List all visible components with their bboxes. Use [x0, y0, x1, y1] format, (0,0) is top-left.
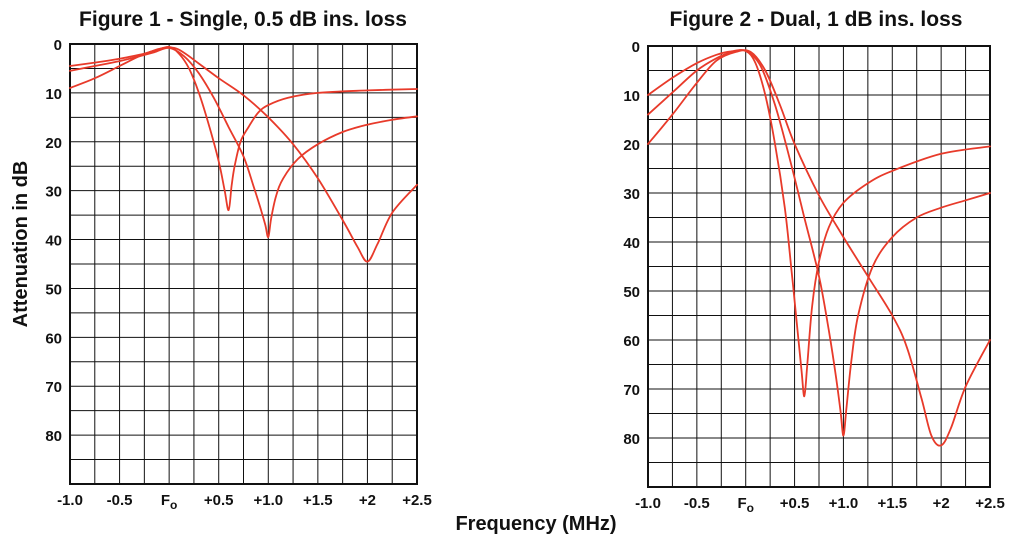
x-tick-text: F	[737, 495, 746, 512]
chart-title: Figure 1 - Single, 0.5 dB ins. loss	[79, 8, 407, 31]
x-tick-text: -1.0	[57, 492, 83, 509]
y-axis-label: Attenuation in dB	[10, 161, 32, 328]
x-tick-text: -0.5	[107, 492, 133, 509]
x-tick-label: +2.5	[402, 492, 432, 509]
x-tick-text: +2	[359, 492, 376, 509]
x-tick-text: +0.5	[204, 492, 234, 509]
y-tick-label: 60	[623, 333, 640, 350]
x-tick-text: +1.0	[253, 492, 283, 509]
y-tick-label: 80	[45, 428, 62, 445]
x-tick-label: +1.0	[829, 495, 859, 512]
y-tick-label: 70	[623, 382, 640, 399]
figure-2-panel: Figure 2 - Dual, 1 dB ins. loss 0 10 20 30 40…	[623, 8, 1005, 515]
chart-title: Figure 2 - Dual, 1 dB ins. loss	[670, 8, 963, 31]
y-tick-label: 80	[623, 431, 640, 448]
y-tick-label: 10	[623, 88, 640, 105]
y-tick-label: 20	[623, 137, 640, 154]
y-tick-label: 50	[623, 284, 640, 301]
y-tick-label: 50	[45, 281, 62, 298]
response-curve-1	[647, 49, 991, 398]
x-tick-label: +2	[359, 492, 376, 509]
x-tick-text: +1.0	[829, 495, 859, 512]
x-tick-label: -0.5	[107, 492, 133, 509]
y-tick-label: 30	[623, 186, 640, 203]
x-tick-label: +0.5	[780, 495, 810, 512]
y-tick-label: 10	[45, 86, 62, 103]
plot-frame	[647, 45, 991, 488]
x-tick-label: Fo	[737, 495, 754, 515]
y-tick-label: 20	[45, 135, 62, 152]
x-tick-text: +1.5	[877, 495, 907, 512]
x-tick-text: +2.5	[402, 492, 432, 509]
plot-frame	[69, 43, 418, 485]
x-tick-label: +2.5	[975, 495, 1005, 512]
x-tick-label: +1.0	[253, 492, 283, 509]
x-tick-text: +2.5	[975, 495, 1005, 512]
response-curve-2	[647, 49, 991, 437]
x-tick-subscript: o	[747, 501, 754, 515]
y-tick-label: 40	[623, 235, 640, 252]
x-tick-label: +2	[933, 495, 950, 512]
x-tick-label: Fo	[161, 492, 178, 512]
x-tick-label: -1.0	[635, 495, 661, 512]
x-tick-label: +1.5	[303, 492, 333, 509]
x-tick-label: -0.5	[684, 495, 710, 512]
y-tick-label: 0	[54, 37, 62, 54]
y-tick-label: 30	[45, 184, 62, 201]
x-tick-text: -0.5	[684, 495, 710, 512]
x-tick-label: -1.0	[57, 492, 83, 509]
figure-1-panel: Figure 1 - Single, 0.5 dB ins. loss 0 10 20…	[45, 8, 432, 512]
x-tick-label: +1.5	[877, 495, 907, 512]
x-tick-text: -1.0	[635, 495, 661, 512]
x-tick-text: +2	[933, 495, 950, 512]
x-tick-subscript: o	[170, 498, 177, 512]
response-curve-3	[647, 49, 991, 447]
x-axis-label: Frequency (MHz)	[455, 513, 616, 535]
y-tick-label: 70	[45, 379, 62, 396]
x-tick-text: F	[161, 492, 170, 509]
y-tick-label: 0	[632, 39, 640, 56]
y-tick-label: 60	[45, 330, 62, 347]
y-tick-label: 40	[45, 233, 62, 250]
response-curve-3	[69, 46, 418, 263]
response-curve-2	[69, 46, 418, 239]
x-tick-text: +1.5	[303, 492, 333, 509]
x-tick-text: +0.5	[780, 495, 810, 512]
x-tick-label: +0.5	[204, 492, 234, 509]
